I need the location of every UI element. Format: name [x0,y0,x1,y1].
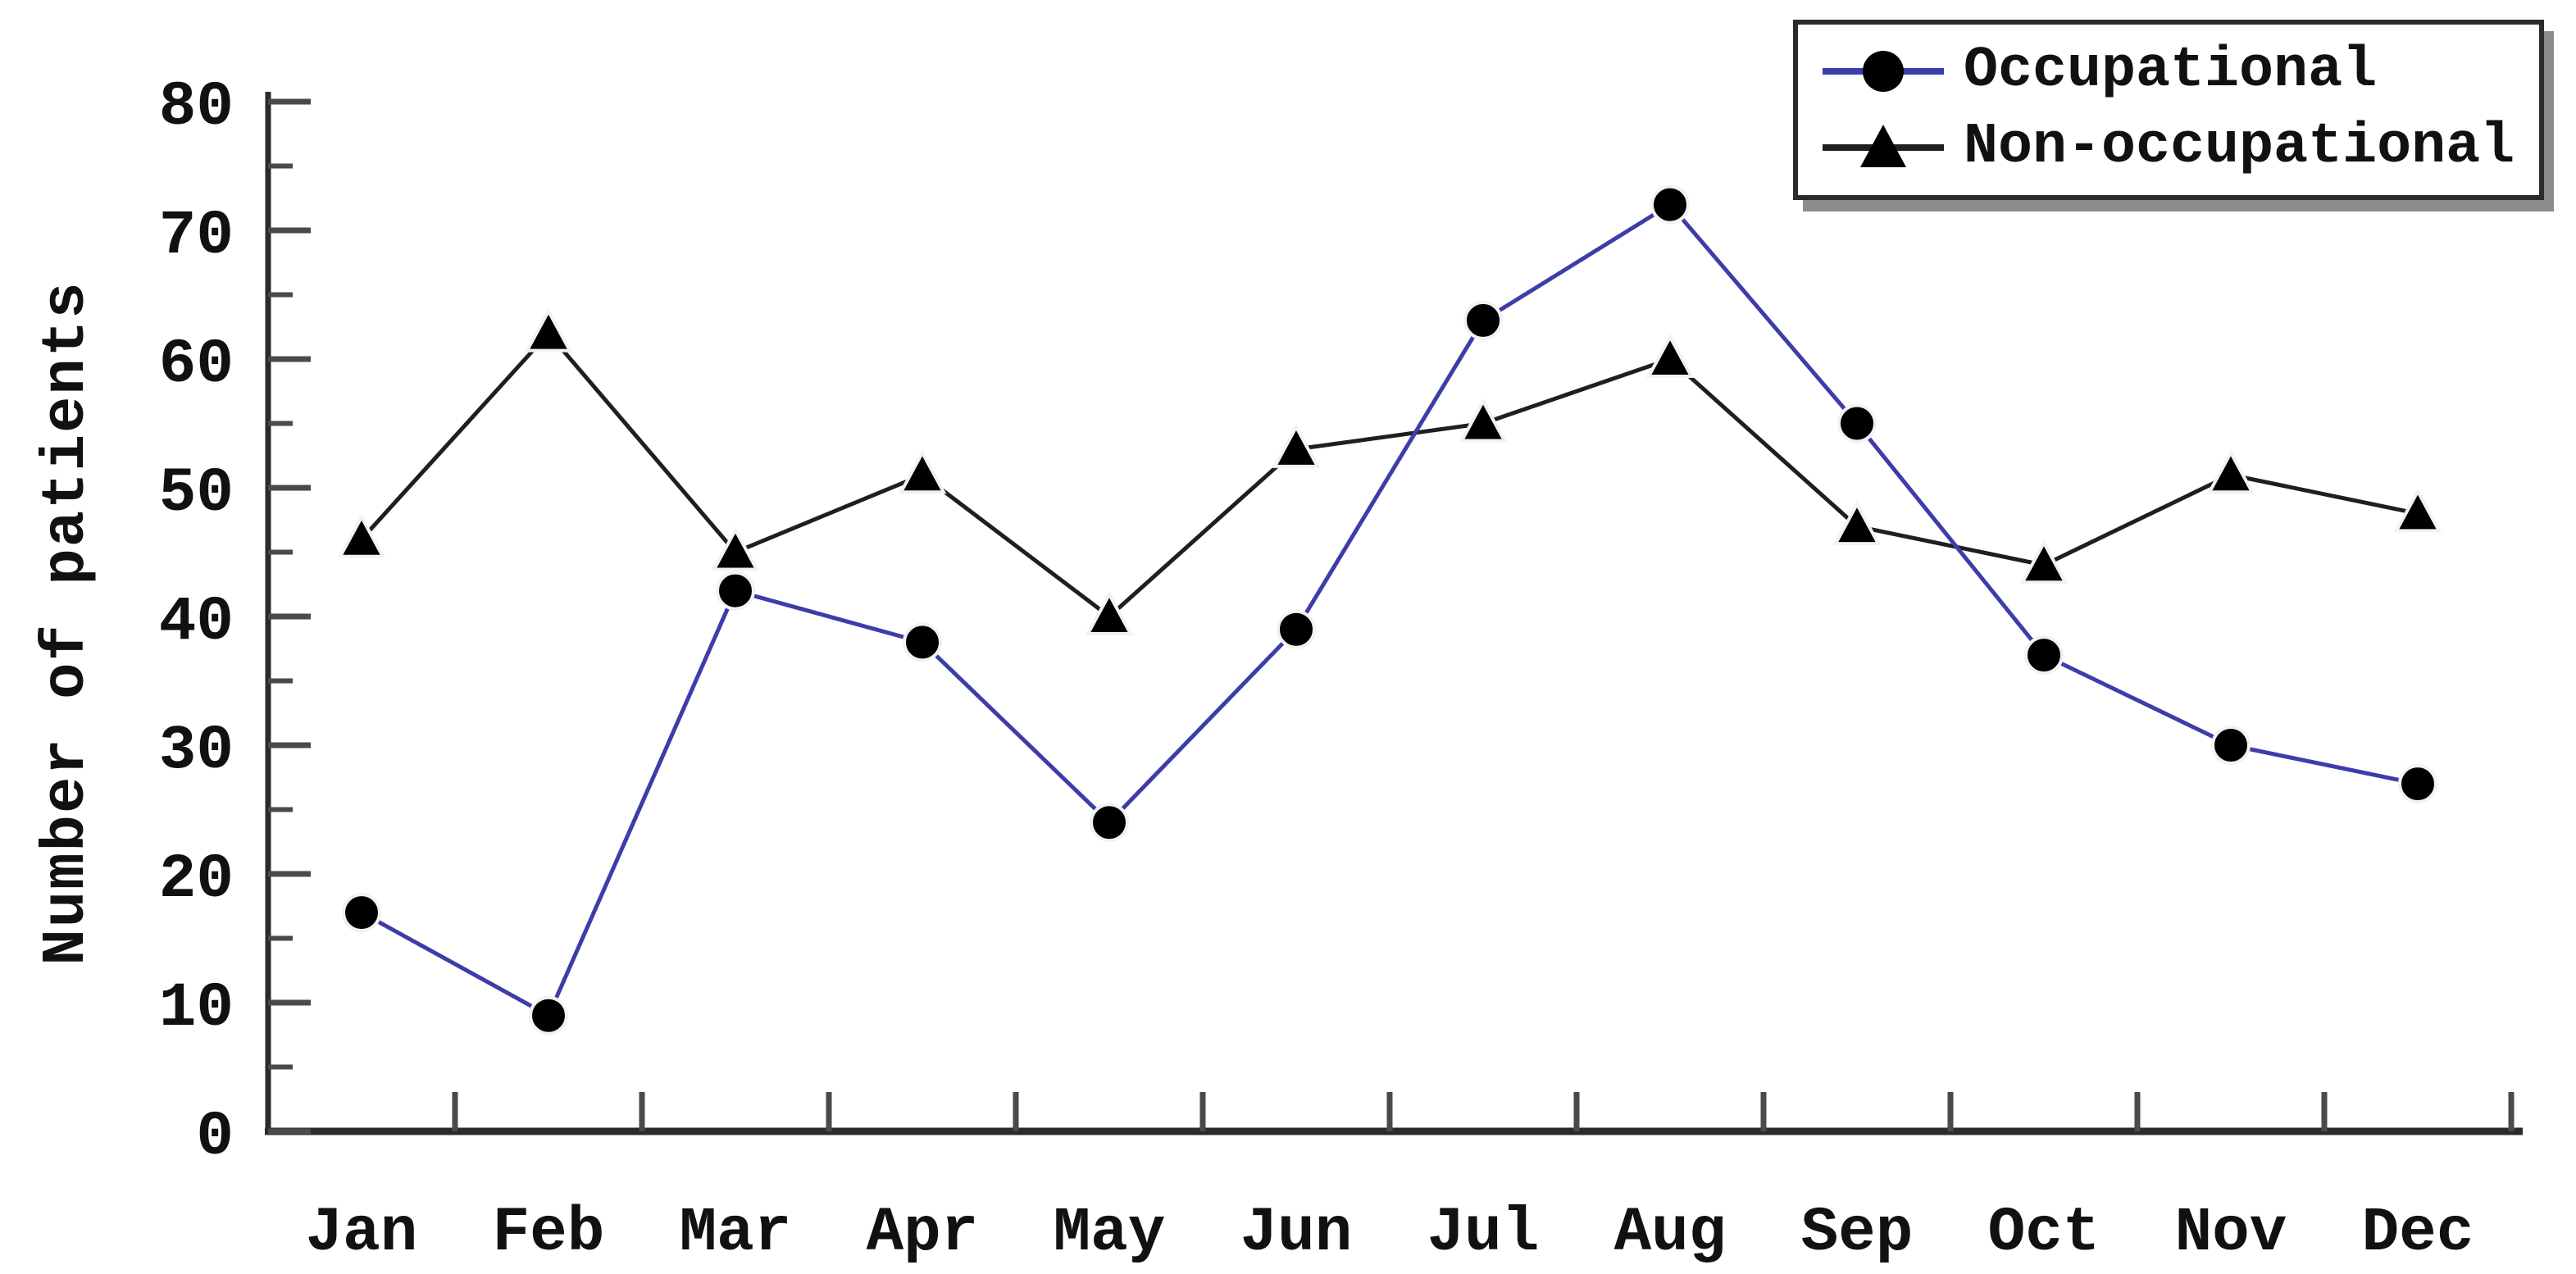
svg-text:Jan: Jan [306,1198,418,1268]
axis-labels-layer: 0 10 20 30 40 50 60 70 80 Jan Feb Mar Apr May Jun Jul Au… [159,72,2474,1268]
svg-text:60: 60 [159,330,234,400]
legend-item-non-occupational: Non-occupational [1818,116,2515,179]
svg-text:0: 0 [196,1102,234,1172]
svg-text:Nov: Nov [2175,1198,2287,1268]
svg-text:Jun: Jun [1240,1198,1353,1268]
svg-text:Sep: Sep [1801,1198,1914,1268]
legend-label-non-occupational: Non-occupational [1964,115,2515,180]
y-axis-title: Number of patients [33,280,102,966]
svg-text:10: 10 [159,973,234,1044]
svg-text:20: 20 [159,844,234,915]
svg-text:30: 30 [159,716,234,786]
svg-text:80: 80 [159,72,234,143]
svg-text:70: 70 [159,201,234,271]
svg-text:Apr: Apr [867,1198,979,1268]
legend-item-occupational: Occupational [1818,39,2515,102]
svg-text:40: 40 [159,587,234,657]
svg-text:May: May [1054,1198,1166,1268]
legend-label-occupational: Occupational [1964,39,2378,103]
svg-text:Aug: Aug [1614,1198,1727,1268]
svg-text:Oct: Oct [1988,1198,2100,1268]
non-occupational-triangle-marker-icon [1823,124,1944,167]
axes-layer [265,92,2523,1135]
svg-text:Mar: Mar [680,1198,792,1268]
svg-text:Dec: Dec [2362,1198,2474,1268]
series-layer [337,184,2442,1035]
svg-text:Feb: Feb [493,1198,605,1268]
legend: Occupational Non-occupational [1793,20,2545,200]
occupational-circle-marker-icon [1823,50,1944,92]
svg-text:Jul: Jul [1427,1198,1540,1268]
svg-text:50: 50 [159,458,234,529]
